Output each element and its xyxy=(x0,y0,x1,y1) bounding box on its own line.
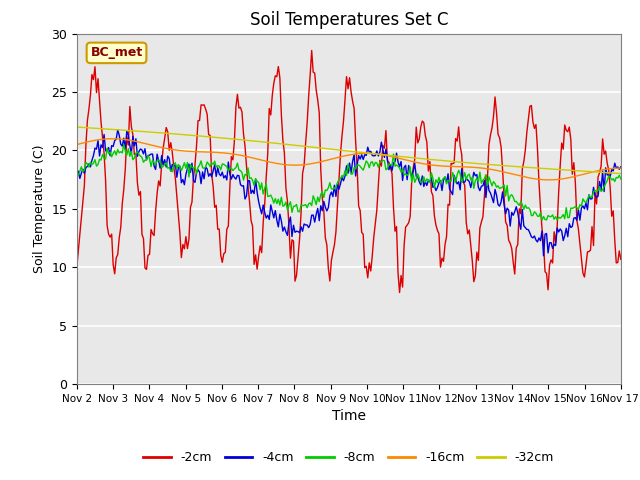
-4cm xyxy=(264,212,271,218)
-4cm xyxy=(540,253,547,259)
-32cm xyxy=(311,144,319,150)
-2cm xyxy=(262,174,270,180)
-32cm xyxy=(253,138,261,144)
-32cm xyxy=(587,168,595,174)
-8cm xyxy=(73,172,81,178)
-2cm xyxy=(308,48,316,53)
-2cm xyxy=(140,236,147,241)
-8cm xyxy=(141,157,149,163)
-4cm xyxy=(237,181,244,187)
-32cm xyxy=(73,124,81,130)
-2cm xyxy=(396,289,403,295)
-8cm xyxy=(237,168,244,173)
-8cm xyxy=(312,202,320,207)
-2cm xyxy=(235,105,243,111)
-32cm xyxy=(617,171,625,177)
-16cm xyxy=(141,141,149,146)
-4cm xyxy=(114,127,122,133)
Line: -2cm: -2cm xyxy=(77,50,621,292)
Line: -32cm: -32cm xyxy=(77,127,621,174)
-16cm xyxy=(73,142,81,147)
-4cm xyxy=(73,177,81,182)
-16cm xyxy=(264,159,271,165)
Line: -16cm: -16cm xyxy=(77,139,621,180)
-4cm xyxy=(141,146,149,152)
-8cm xyxy=(120,142,127,147)
-4cm xyxy=(255,199,262,204)
Title: Soil Temperatures Set C: Soil Temperatures Set C xyxy=(250,11,448,29)
Line: -8cm: -8cm xyxy=(77,144,621,220)
Line: -4cm: -4cm xyxy=(77,130,621,256)
-2cm xyxy=(253,266,261,272)
-16cm xyxy=(546,177,554,183)
-4cm xyxy=(589,184,597,190)
-32cm xyxy=(262,139,270,145)
-16cm xyxy=(237,152,244,158)
-4cm xyxy=(312,211,320,217)
-2cm xyxy=(312,87,320,93)
-16cm xyxy=(255,156,262,162)
-32cm xyxy=(235,137,243,143)
-8cm xyxy=(538,217,546,223)
Y-axis label: Soil Temperature (C): Soil Temperature (C) xyxy=(33,144,45,273)
Text: BC_met: BC_met xyxy=(90,47,143,60)
-4cm xyxy=(617,164,625,170)
-16cm xyxy=(106,136,114,142)
-2cm xyxy=(73,264,81,270)
-8cm xyxy=(255,180,262,185)
-8cm xyxy=(264,193,271,199)
-16cm xyxy=(617,165,625,171)
-2cm xyxy=(589,243,597,249)
X-axis label: Time: Time xyxy=(332,409,366,423)
-16cm xyxy=(589,169,597,175)
-8cm xyxy=(589,189,597,195)
-2cm xyxy=(617,256,625,262)
-8cm xyxy=(617,176,625,182)
-16cm xyxy=(312,160,320,166)
-32cm xyxy=(140,129,147,134)
Legend: -2cm, -4cm, -8cm, -16cm, -32cm: -2cm, -4cm, -8cm, -16cm, -32cm xyxy=(138,446,559,469)
